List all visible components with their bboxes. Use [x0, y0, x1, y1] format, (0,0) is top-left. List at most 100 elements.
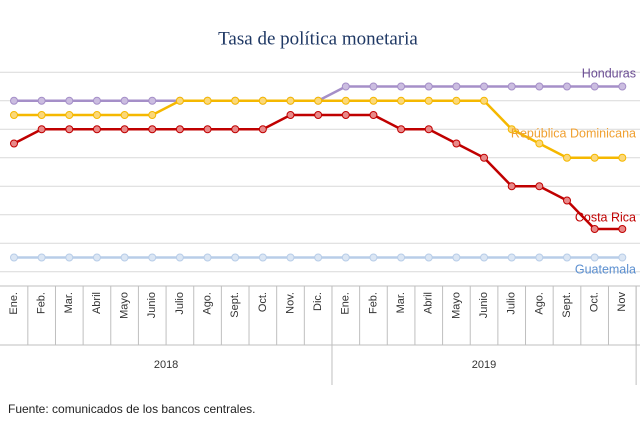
- data-point: [92, 253, 101, 262]
- data-point: [120, 125, 129, 134]
- x-tick-label: Oct.: [589, 292, 601, 312]
- data-point: [590, 225, 599, 233]
- x-tick-label: Junio: [146, 292, 158, 318]
- data-point: [65, 111, 74, 119]
- data-point: [120, 96, 129, 105]
- x-tick-label: Ago.: [201, 292, 213, 315]
- year-label: 2019: [472, 359, 496, 371]
- source-note: Fuente: comunicados de los bancos centra…: [8, 402, 255, 416]
- data-point: [452, 139, 461, 148]
- data-point: [314, 253, 323, 262]
- data-point: [369, 82, 378, 91]
- chart-title: Tasa de política monetaria: [218, 28, 418, 49]
- data-point: [341, 253, 350, 262]
- data-point: [535, 139, 544, 148]
- data-point: [507, 82, 516, 91]
- x-tick-label: Mayo: [119, 292, 131, 319]
- data-point: [37, 96, 46, 105]
- series-label: Costa Rica: [575, 210, 636, 224]
- x-tick-label: Dic.: [312, 292, 324, 311]
- data-point: [203, 125, 212, 134]
- data-point: [563, 82, 571, 91]
- data-point: [563, 153, 571, 162]
- data-point: [590, 253, 599, 262]
- data-point: [314, 96, 323, 105]
- data-point: [258, 253, 267, 262]
- data-point: [341, 82, 350, 91]
- data-point: [10, 96, 18, 105]
- data-point: [120, 253, 129, 262]
- data-point: [231, 96, 240, 105]
- data-point: [92, 96, 101, 105]
- data-point: [535, 182, 544, 191]
- data-point: [563, 196, 571, 205]
- data-point: [369, 111, 378, 119]
- data-point: [258, 125, 267, 134]
- data-point: [175, 96, 184, 105]
- data-point: [148, 96, 157, 105]
- x-tick-label: Oct.: [257, 292, 269, 312]
- year-label: 2018: [154, 359, 178, 371]
- x-tick-label: Nov: [616, 292, 628, 312]
- data-point: [397, 82, 406, 91]
- data-point: [397, 125, 406, 134]
- data-point: [92, 125, 101, 134]
- series-label: Guatemala: [575, 262, 636, 276]
- data-point: [424, 253, 433, 262]
- x-tick-label: Junio: [478, 292, 490, 318]
- data-point: [507, 253, 516, 262]
- data-point: [37, 253, 46, 262]
- data-point: [507, 182, 516, 191]
- data-point: [397, 253, 406, 262]
- series-label: República Dominicana: [511, 126, 636, 140]
- data-point: [452, 96, 461, 105]
- data-point: [452, 253, 461, 262]
- x-tick-label: Feb.: [36, 292, 48, 314]
- data-point: [341, 111, 350, 119]
- x-tick-label: Sept.: [229, 292, 241, 318]
- data-point: [452, 82, 461, 91]
- x-tick-label: Ene.: [340, 292, 352, 315]
- data-point: [563, 253, 571, 262]
- data-point: [231, 253, 240, 262]
- data-point: [618, 253, 627, 262]
- data-point: [286, 111, 295, 119]
- data-point: [10, 111, 18, 119]
- data-point: [535, 253, 544, 262]
- x-tick-label: Ago.: [533, 292, 545, 315]
- data-point: [535, 82, 544, 91]
- data-point: [148, 253, 157, 262]
- data-point: [397, 96, 406, 105]
- data-point: [618, 225, 627, 233]
- data-point: [480, 82, 489, 91]
- data-point: [369, 96, 378, 105]
- x-tick-label: Ene.: [8, 292, 20, 315]
- data-point: [286, 96, 295, 105]
- data-point: [92, 111, 101, 119]
- x-tick-label: Abril: [91, 292, 103, 314]
- x-tick-label: Sept.: [561, 292, 573, 318]
- data-point: [286, 253, 295, 262]
- data-point: [424, 125, 433, 134]
- data-point: [341, 96, 350, 105]
- data-point: [203, 96, 212, 105]
- data-point: [507, 125, 516, 134]
- data-point: [258, 96, 267, 105]
- x-tick-label: Julio: [506, 292, 518, 315]
- data-point: [175, 253, 184, 262]
- data-point: [65, 253, 74, 262]
- data-point: [590, 82, 599, 91]
- data-point: [37, 125, 46, 134]
- data-point: [618, 82, 627, 91]
- data-point: [120, 111, 129, 119]
- x-tick-label: Mayo: [450, 292, 462, 319]
- data-point: [10, 253, 18, 262]
- data-point: [148, 111, 157, 119]
- data-point: [480, 153, 489, 162]
- data-point: [424, 96, 433, 105]
- x-tick-label: Julio: [174, 292, 186, 315]
- data-point: [148, 125, 157, 134]
- data-point: [424, 82, 433, 91]
- x-tick-label: Feb.: [367, 292, 379, 314]
